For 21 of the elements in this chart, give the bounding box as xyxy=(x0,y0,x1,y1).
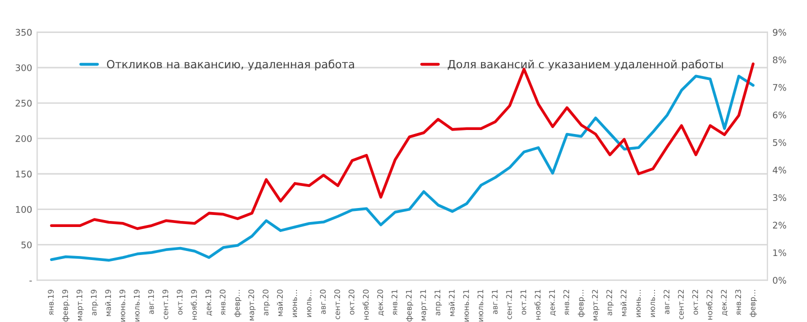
y2-tick-label: 8% xyxy=(772,56,786,64)
y-tick-label: 350 xyxy=(16,28,32,36)
y-tick-label: - xyxy=(29,280,32,282)
y2-tick-label: 1% xyxy=(773,249,786,256)
y2-tick-label: 4% xyxy=(772,166,786,174)
y2-tick-label: 7% xyxy=(773,84,786,91)
y2-tick-label: 2% xyxy=(772,222,786,229)
y2-tick-label: 0% xyxy=(772,276,786,284)
y-tick-label: 250 xyxy=(16,100,32,107)
line-series xyxy=(50,74,755,262)
y2-tick-label: 9% xyxy=(772,28,786,36)
y-tick-label: 50 xyxy=(21,241,32,248)
y2-tick-label: 5% xyxy=(773,139,786,146)
y-tick-label: 200 xyxy=(16,135,32,142)
y-tick-label: 100 xyxy=(16,206,32,213)
y2-tick-label: 6% xyxy=(772,112,786,118)
y-tick-label: 300 xyxy=(16,64,32,72)
y2-tick-label: 3% xyxy=(773,194,786,202)
legend-label: Откликов на вакансию, удаленная работа xyxy=(106,60,354,70)
y-tick-label: 150 xyxy=(16,170,32,178)
legend-label: Доля вакансий с указанием удаленной работы xyxy=(448,60,723,70)
